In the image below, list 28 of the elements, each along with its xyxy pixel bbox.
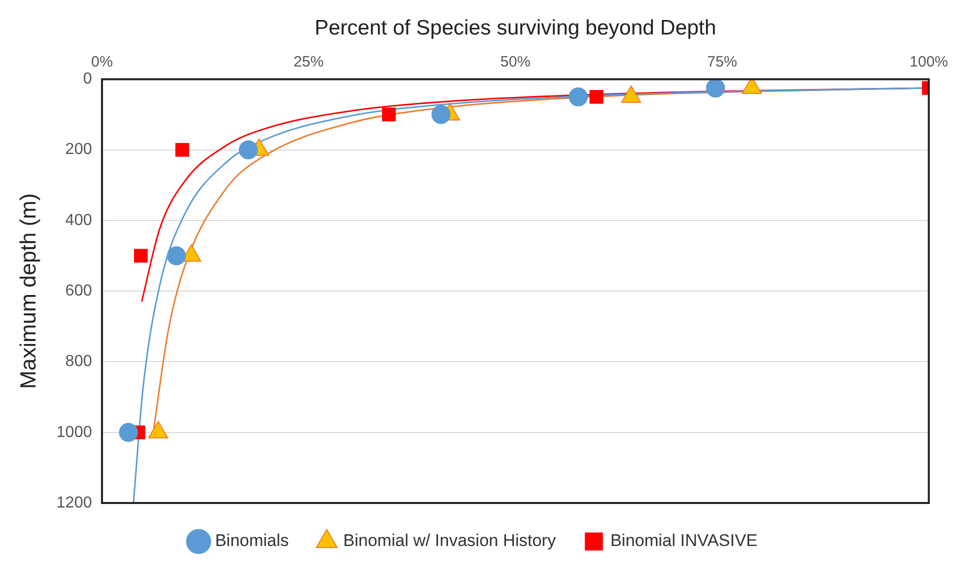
point [590,90,604,104]
y-tick-label: 1200 [56,494,92,512]
point [568,87,588,106]
x-tick-label: 50% [500,53,530,70]
point [166,246,186,266]
point [175,142,190,157]
x-axis-title: Percent of Species surviving beyond Depth [314,16,716,40]
point [238,140,258,160]
point [134,248,148,263]
y-tick-label: 400 [65,212,92,229]
x-tick-label: 0% [91,53,113,70]
y-tick-label: 200 [65,141,92,158]
legend-label: Binomial INVASIVE [610,531,758,550]
x-tick-label: 75% [707,53,738,70]
y-axis-title: Maximum depth (m) [15,193,40,389]
point [382,108,396,122]
legend-label: Binomials [215,531,289,550]
point [742,79,762,94]
point [431,105,450,124]
y-tick-label: 0 [83,70,92,88]
legend-label: Binomial w/ Invasion History [343,531,556,550]
y-tick-label: 800 [65,353,92,370]
x-tick-label: 25% [294,53,324,70]
point [118,422,138,442]
point [706,79,725,98]
y-tick-label: 600 [65,282,92,300]
x-tick-label: 100% [910,53,948,70]
y-tick-label: 1000 [56,424,92,441]
